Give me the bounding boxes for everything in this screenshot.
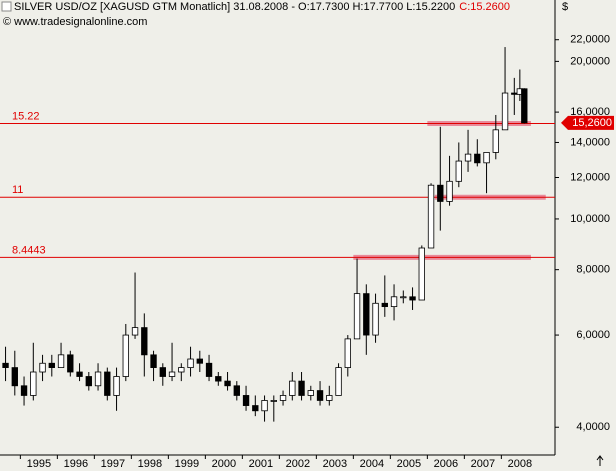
candle-body — [353, 293, 361, 340]
candle-body — [252, 405, 259, 412]
candle-body — [521, 88, 528, 124]
candle-body — [67, 354, 74, 373]
level-label: 8.4443 — [12, 244, 46, 256]
candle-body — [2, 362, 9, 368]
y-tick-label: 14,0000 — [570, 136, 610, 148]
candle-body — [39, 362, 46, 373]
x-tick-label: 1998 — [138, 458, 162, 470]
candle-body — [390, 296, 398, 308]
y-tick-label: 20,0000 — [570, 55, 610, 67]
price-tag-label: 15,2600 — [572, 117, 612, 129]
candle-body — [446, 180, 453, 202]
currency: $ — [562, 1, 568, 13]
x-tick-label: 2006 — [434, 458, 458, 470]
candle-body — [501, 92, 509, 131]
candle-body — [196, 358, 203, 364]
candle-body — [344, 338, 351, 368]
candle-body — [279, 395, 287, 401]
candle-body — [94, 371, 102, 387]
y-tick-label: 16,0000 — [570, 106, 610, 118]
price-tag — [561, 115, 614, 130]
candle-body — [261, 400, 268, 412]
candle-body — [178, 367, 185, 373]
candle-body — [298, 380, 305, 396]
menu-icon[interactable] — [1, 1, 12, 12]
candle-body — [48, 362, 55, 368]
x-tick-label: 2004 — [360, 458, 384, 470]
candle-body — [464, 153, 472, 162]
candle-body — [437, 184, 444, 202]
x-tick-label: 1995 — [27, 458, 51, 470]
candle-body — [168, 371, 176, 377]
x-tick-label: 2003 — [323, 458, 347, 470]
candle-body — [233, 385, 240, 396]
candle-body — [224, 380, 231, 387]
candle-body — [141, 327, 148, 356]
candle-body — [11, 367, 18, 387]
x-tick-label: 1999 — [175, 458, 199, 470]
x-tick-label: 2007 — [471, 458, 495, 470]
x-tick-label: 1996 — [64, 458, 88, 470]
candle-body — [363, 293, 370, 336]
candle-body — [113, 376, 120, 396]
candle-body — [455, 160, 462, 182]
candle-body — [187, 358, 194, 368]
candle-body — [57, 354, 65, 368]
candle-body — [122, 334, 129, 377]
candle-body — [335, 367, 342, 396]
y-tick-label: 10,0000 — [570, 213, 610, 225]
copyright: © www.tradesignalonline.com — [3, 16, 147, 28]
scroll-arrow[interactable] — [596, 455, 604, 466]
candle-body — [30, 371, 37, 396]
candle-body — [483, 152, 490, 164]
candle-body — [76, 371, 83, 377]
chart-title: SILVER USD/OZ [XAGUSD GTM Monatlich] 31.… — [14, 1, 455, 13]
candle-body — [326, 395, 333, 401]
x-tick-label: 2002 — [286, 458, 310, 470]
title-close: C:15.2600 — [459, 1, 510, 13]
y-tick-label: 4,0000 — [576, 421, 610, 433]
candle-body — [409, 296, 416, 301]
candle-body — [270, 400, 277, 402]
candle-body — [131, 327, 139, 336]
candle-body — [20, 385, 28, 396]
candle-body — [242, 395, 250, 406]
x-tick-label: 1997 — [101, 458, 125, 470]
x-tick-label: 2001 — [249, 458, 273, 470]
candle-body — [418, 247, 425, 301]
candle-body — [400, 296, 407, 299]
y-tick-label: 12,0000 — [570, 171, 610, 183]
candle-body — [427, 184, 435, 249]
candle-body — [150, 354, 157, 368]
candle-body — [381, 302, 388, 308]
candle-body — [474, 153, 481, 164]
x-tick-label: 2000 — [212, 458, 236, 470]
candle-body — [215, 376, 222, 382]
y-tick-label: 6,0000 — [576, 329, 610, 341]
candle-body — [85, 376, 92, 387]
candle-body — [372, 302, 379, 336]
y-tick-label: 8,0000 — [576, 264, 610, 276]
candle-body — [511, 92, 518, 95]
candle-body — [307, 390, 314, 396]
candle-body — [492, 129, 499, 153]
x-tick-label: 2008 — [508, 458, 532, 470]
level-label: 11 — [12, 184, 23, 196]
candle-body — [159, 367, 166, 377]
candle-body — [289, 380, 296, 396]
candle-body — [205, 362, 213, 377]
candle-body — [316, 390, 324, 401]
x-tick-label: 2005 — [397, 458, 421, 470]
candle-body — [104, 371, 111, 396]
y-tick-label: 22,0000 — [570, 34, 610, 46]
level-label: 15.22 — [12, 110, 40, 122]
